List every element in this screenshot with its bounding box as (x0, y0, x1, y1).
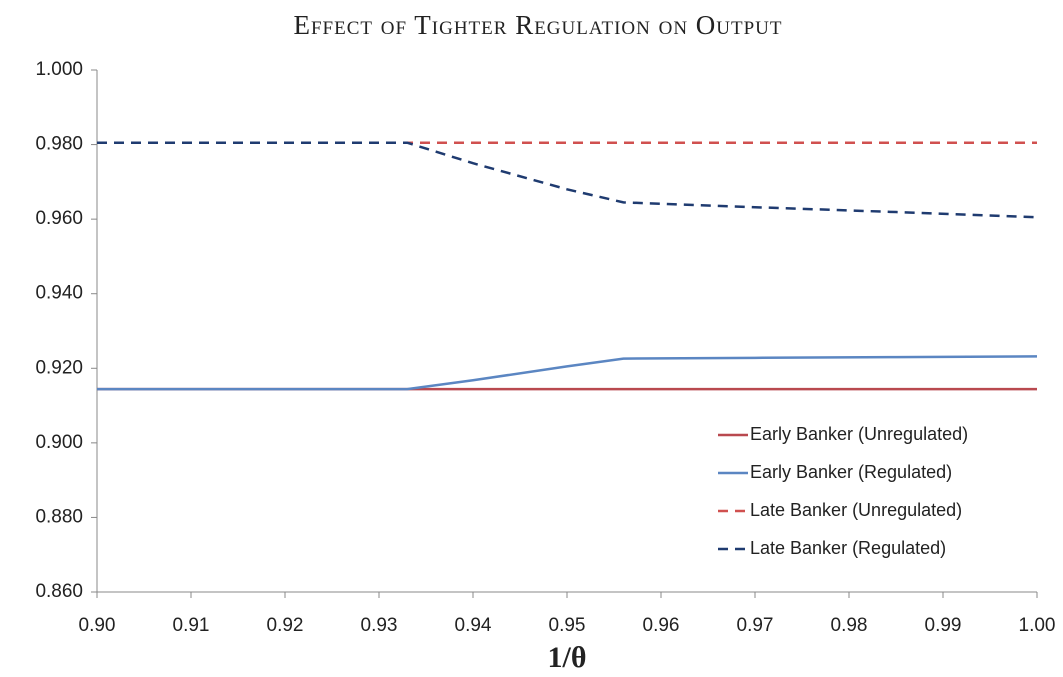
legend-label: Early Banker (Regulated) (750, 462, 952, 482)
chart-title: Effect of Tighter Regulation on Output (293, 10, 782, 40)
x-tick-label: 0.92 (267, 615, 304, 636)
y-tick-label: 0.860 (35, 581, 83, 602)
x-axis-label: 1/θ (548, 641, 587, 674)
y-tick-label: 0.940 (35, 283, 83, 304)
y-tick-label: 0.980 (35, 134, 83, 155)
x-tick-label: 0.94 (455, 615, 492, 636)
x-tick-label: 0.99 (925, 615, 962, 636)
x-tick-label: 0.91 (173, 615, 210, 636)
y-tick-label: 0.900 (35, 432, 83, 453)
x-tick-label: 0.95 (549, 615, 586, 636)
y-tick-label: 1.000 (35, 59, 83, 80)
legend-label: Early Banker (Unregulated) (750, 424, 968, 444)
legend-label: Late Banker (Unregulated) (750, 500, 962, 520)
x-tick-label: 0.90 (79, 615, 116, 636)
y-tick-label: 0.920 (35, 357, 83, 378)
x-tick-label: 0.96 (643, 615, 680, 636)
series-line (97, 355, 1038, 391)
x-tick-label: 0.98 (831, 615, 868, 636)
legend-label: Late Banker (Regulated) (750, 538, 946, 558)
series-line (97, 141, 1038, 219)
y-tick-label: 0.880 (35, 506, 83, 527)
x-tick-label: 0.93 (361, 615, 398, 636)
x-tick-label: 1.00 (1019, 615, 1056, 636)
y-tick-label: 0.960 (35, 208, 83, 229)
x-tick-label: 0.97 (737, 615, 774, 636)
